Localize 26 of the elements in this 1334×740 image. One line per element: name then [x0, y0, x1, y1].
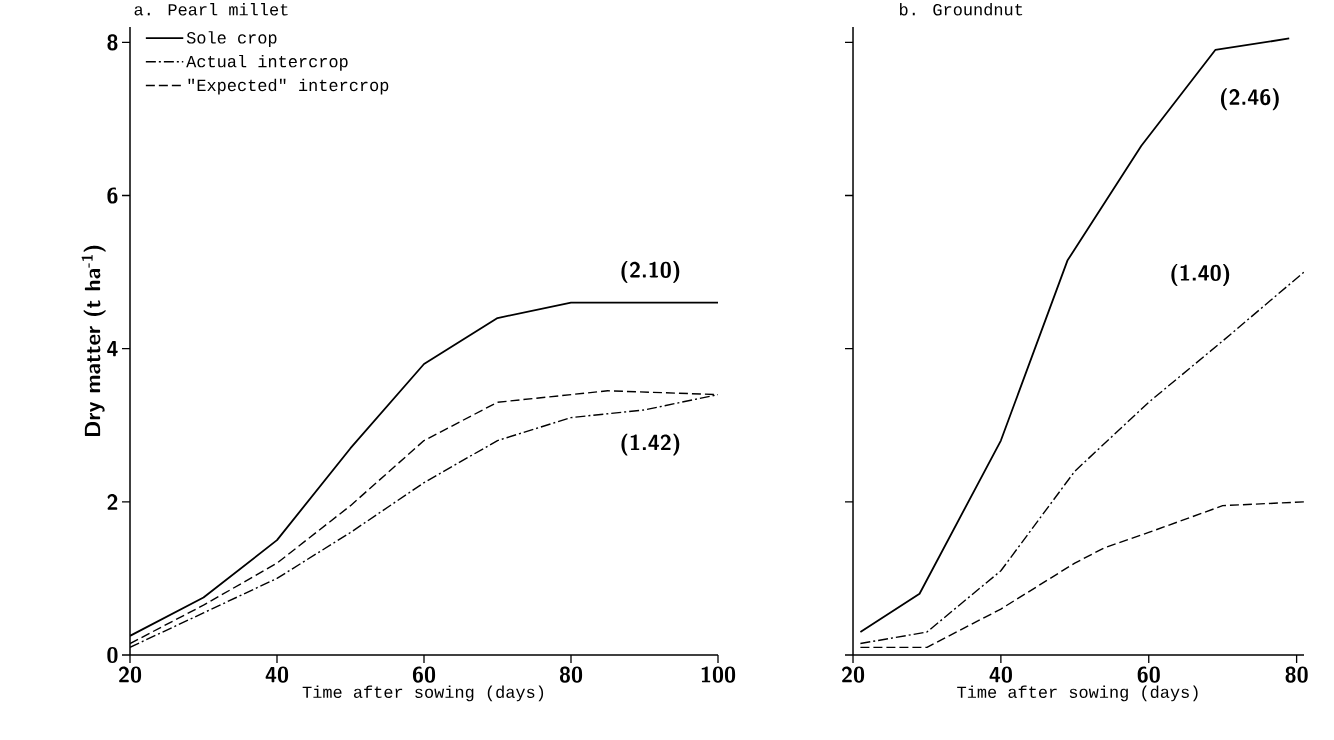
x-tick-label: 40 [265, 666, 289, 683]
legend-label: Actual intercrop [186, 54, 348, 71]
x-tick-label: 80 [1285, 666, 1308, 683]
legend-label: Sole crop [186, 31, 277, 47]
chart-title: b. Groundnut [900, 3, 1023, 16]
annotation: (1.42) [621, 433, 680, 456]
y-tick-label: 0 [107, 646, 118, 664]
legend-label: "Expected" intercrop [188, 78, 389, 95]
x-tick-label: 20 [841, 666, 865, 683]
x-tick-label: 20 [118, 666, 142, 683]
x-axis-title: Time after sowing (days) [957, 685, 1198, 702]
annotation: (1.40) [1171, 264, 1230, 287]
x-axis-title: Time after sowing (days) [302, 685, 544, 702]
annotation: (2.10) [621, 260, 680, 283]
chart-title: a. Pearl millet [134, 3, 288, 16]
annotation: (2.46) [1220, 88, 1279, 111]
y-tick-label: 8 [107, 34, 118, 51]
y-tick-label: 6 [107, 187, 118, 204]
x-tick-label: 40 [989, 666, 1012, 683]
x-tick-label: 100 [701, 666, 736, 683]
x-tick-label: 60 [412, 666, 436, 683]
y-tick-label: 2 [107, 493, 118, 510]
x-tick-label: 80 [559, 666, 583, 683]
y-tick-label: 4 [107, 341, 118, 357]
y-axis-title: Dry matter (t ha$^{-1}$) [81, 245, 106, 437]
x-tick-label: 60 [1137, 666, 1160, 683]
